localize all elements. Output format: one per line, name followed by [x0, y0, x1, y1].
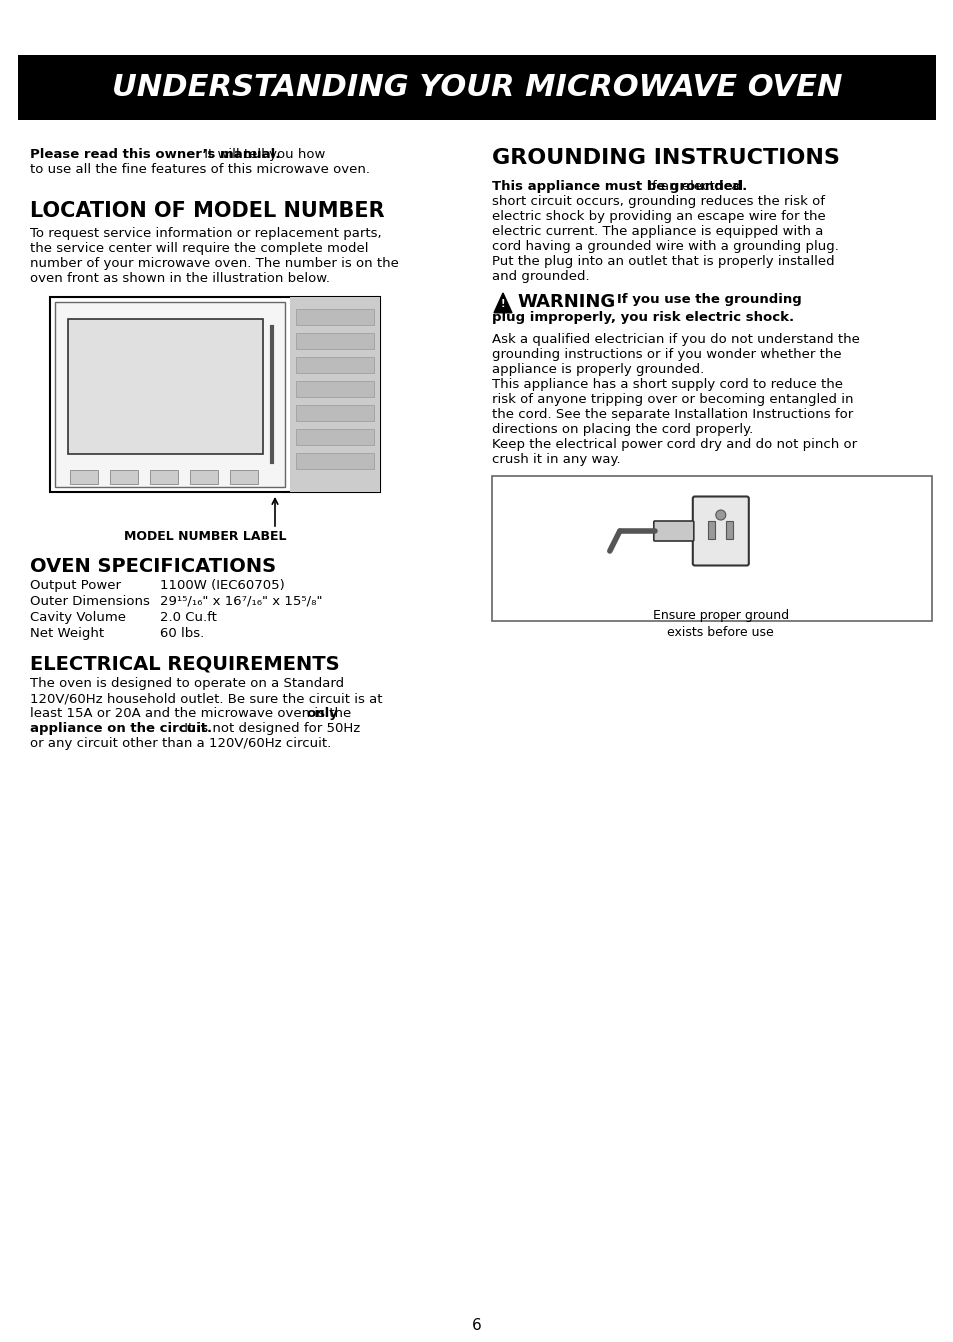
Text: 2.0 Cu.ft: 2.0 Cu.ft — [160, 611, 216, 624]
Text: directions on placing the cord properly.: directions on placing the cord properly. — [492, 423, 753, 436]
FancyBboxPatch shape — [18, 55, 935, 119]
Text: only: only — [306, 707, 337, 721]
Text: To request service information or replacement parts,: To request service information or replac… — [30, 227, 381, 240]
Text: OVEN SPECIFICATIONS: OVEN SPECIFICATIONS — [30, 557, 275, 576]
Text: Please read this owner’s manual.: Please read this owner’s manual. — [30, 148, 280, 161]
FancyBboxPatch shape — [492, 476, 931, 621]
Text: Cavity Volume: Cavity Volume — [30, 611, 126, 624]
Text: 1100W (IEC60705): 1100W (IEC60705) — [160, 578, 284, 592]
Text: to use all the fine features of this microwave oven.: to use all the fine features of this mic… — [30, 162, 370, 176]
Text: risk of anyone tripping over or becoming entangled in: risk of anyone tripping over or becoming… — [492, 393, 853, 407]
Text: oven front as shown in the illustration below.: oven front as shown in the illustration … — [30, 272, 330, 285]
FancyBboxPatch shape — [295, 357, 374, 373]
Text: WARNING: WARNING — [517, 293, 615, 311]
Text: 60 lbs.: 60 lbs. — [160, 627, 204, 640]
FancyBboxPatch shape — [50, 297, 379, 493]
FancyBboxPatch shape — [295, 381, 374, 397]
Text: Ensure proper ground
exists before use: Ensure proper ground exists before use — [652, 609, 788, 639]
Text: appliance is properly grounded.: appliance is properly grounded. — [492, 362, 703, 376]
Text: plug improperly, you risk electric shock.: plug improperly, you risk electric shock… — [492, 311, 793, 323]
Text: Put the plug into an outlet that is properly installed: Put the plug into an outlet that is prop… — [492, 255, 834, 268]
Text: It is not designed for 50Hz: It is not designed for 50Hz — [180, 722, 360, 735]
Text: UNDERSTANDING YOUR MICROWAVE OVEN: UNDERSTANDING YOUR MICROWAVE OVEN — [112, 72, 841, 102]
Text: Output Power: Output Power — [30, 578, 121, 592]
Text: short circuit occurs, grounding reduces the risk of: short circuit occurs, grounding reduces … — [492, 195, 824, 208]
Text: This appliance has a short supply cord to reduce the: This appliance has a short supply cord t… — [492, 378, 842, 391]
Text: and grounded.: and grounded. — [492, 270, 589, 283]
FancyBboxPatch shape — [55, 302, 285, 487]
FancyBboxPatch shape — [68, 319, 263, 454]
Text: least 15A or 20A and the microwave oven is the: least 15A or 20A and the microwave oven … — [30, 707, 355, 721]
Text: number of your microwave oven. The number is on the: number of your microwave oven. The numbe… — [30, 258, 398, 270]
Text: Ask a qualified electrician if you do not understand the: Ask a qualified electrician if you do no… — [492, 333, 859, 346]
FancyBboxPatch shape — [230, 470, 257, 484]
FancyBboxPatch shape — [707, 521, 715, 539]
Text: The oven is designed to operate on a Standard: The oven is designed to operate on a Sta… — [30, 676, 344, 690]
Text: the cord. See the separate Installation Instructions for: the cord. See the separate Installation … — [492, 408, 852, 421]
Text: If an electrical: If an electrical — [643, 180, 742, 193]
Text: cord having a grounded wire with a grounding plug.: cord having a grounded wire with a groun… — [492, 240, 838, 254]
Text: It will tell you how: It will tell you how — [200, 148, 325, 161]
Text: electric current. The appliance is equipped with a: electric current. The appliance is equip… — [492, 225, 822, 238]
Text: Outer Dimensions: Outer Dimensions — [30, 595, 150, 608]
Text: This appliance must be grounded.: This appliance must be grounded. — [492, 180, 746, 193]
FancyBboxPatch shape — [295, 454, 374, 468]
Text: GROUNDING INSTRUCTIONS: GROUNDING INSTRUCTIONS — [492, 148, 839, 168]
Text: grounding instructions or if you wonder whether the: grounding instructions or if you wonder … — [492, 348, 841, 361]
Text: 6: 6 — [472, 1318, 481, 1333]
FancyBboxPatch shape — [295, 405, 374, 421]
FancyBboxPatch shape — [692, 497, 748, 565]
FancyBboxPatch shape — [110, 470, 138, 484]
Text: Keep the electrical power cord dry and do not pinch or: Keep the electrical power cord dry and d… — [492, 437, 856, 451]
FancyBboxPatch shape — [290, 297, 379, 493]
Text: or any circuit other than a 120V/60Hz circuit.: or any circuit other than a 120V/60Hz ci… — [30, 737, 331, 750]
FancyBboxPatch shape — [295, 333, 374, 349]
FancyBboxPatch shape — [653, 521, 693, 541]
Text: appliance on the circuit.: appliance on the circuit. — [30, 722, 212, 735]
FancyBboxPatch shape — [70, 470, 98, 484]
Text: crush it in any way.: crush it in any way. — [492, 454, 620, 466]
Text: MODEL NUMBER LABEL: MODEL NUMBER LABEL — [124, 530, 286, 544]
Text: !: ! — [500, 299, 505, 309]
Text: ELECTRICAL REQUIREMENTS: ELECTRICAL REQUIREMENTS — [30, 655, 339, 674]
Polygon shape — [494, 293, 512, 313]
Text: Net Weight: Net Weight — [30, 627, 104, 640]
Text: electric shock by providing an escape wire for the: electric shock by providing an escape wi… — [492, 209, 825, 223]
Text: LOCATION OF MODEL NUMBER: LOCATION OF MODEL NUMBER — [30, 201, 384, 221]
FancyBboxPatch shape — [190, 470, 218, 484]
Circle shape — [715, 510, 725, 519]
FancyBboxPatch shape — [150, 470, 178, 484]
Text: the service center will require the complete model: the service center will require the comp… — [30, 242, 368, 255]
Text: 29¹⁵/₁₆" x 16⁷/₁₆" x 15⁵/₈": 29¹⁵/₁₆" x 16⁷/₁₆" x 15⁵/₈" — [160, 595, 322, 608]
FancyBboxPatch shape — [725, 521, 733, 539]
Text: - If you use the grounding: - If you use the grounding — [601, 293, 801, 306]
Text: 120V/60Hz household outlet. Be sure the circuit is at: 120V/60Hz household outlet. Be sure the … — [30, 692, 382, 705]
FancyBboxPatch shape — [295, 429, 374, 446]
FancyBboxPatch shape — [295, 309, 374, 325]
